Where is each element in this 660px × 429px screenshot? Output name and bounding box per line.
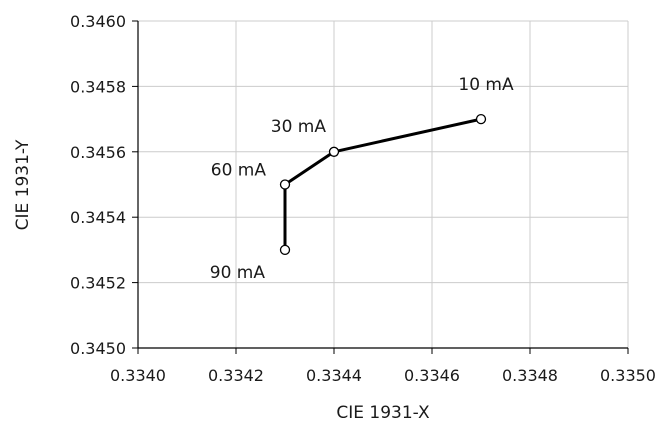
x-tick-label: 0.3348	[502, 366, 558, 385]
x-axis-title: CIE 1931-X	[336, 403, 430, 423]
x-tick-label: 0.3342	[208, 366, 264, 385]
y-tick-label: 0.3456	[70, 143, 126, 162]
series-layer	[279, 113, 487, 256]
axis-layer: 0.3340 0.3342 0.3344 0.3346 0.3348 0.3350 0.34…	[70, 12, 656, 385]
y-axis-title: CIE 1931-Y	[13, 139, 33, 230]
x-tick-label: 0.3350	[600, 366, 656, 385]
y-tick-label: 0.3458	[70, 77, 126, 96]
data-label: 10 mA	[458, 75, 514, 95]
x-tick-label: 0.3344	[306, 366, 362, 385]
data-label: 30 mA	[271, 117, 327, 137]
data-label: 60 mA	[211, 161, 267, 181]
grid-layer	[137, 20, 629, 349]
y-tick-label: 0.3454	[70, 208, 126, 227]
x-tick-label: 0.3346	[404, 366, 460, 385]
data-point	[328, 146, 340, 157]
y-tick-label: 0.3460	[70, 12, 126, 31]
y-tick-label: 0.3450	[70, 339, 126, 358]
data-label: 90 mA	[210, 263, 266, 283]
data-point	[475, 113, 487, 125]
data-point	[279, 244, 291, 256]
data-point	[279, 179, 291, 190]
y-tick-label: 0.3452	[70, 274, 126, 293]
series-line	[283, 117, 482, 250]
label-layer: 10 mA 30 mA 60 mA 90 mA	[210, 75, 514, 283]
x-tick-label: 0.3340	[110, 366, 166, 385]
